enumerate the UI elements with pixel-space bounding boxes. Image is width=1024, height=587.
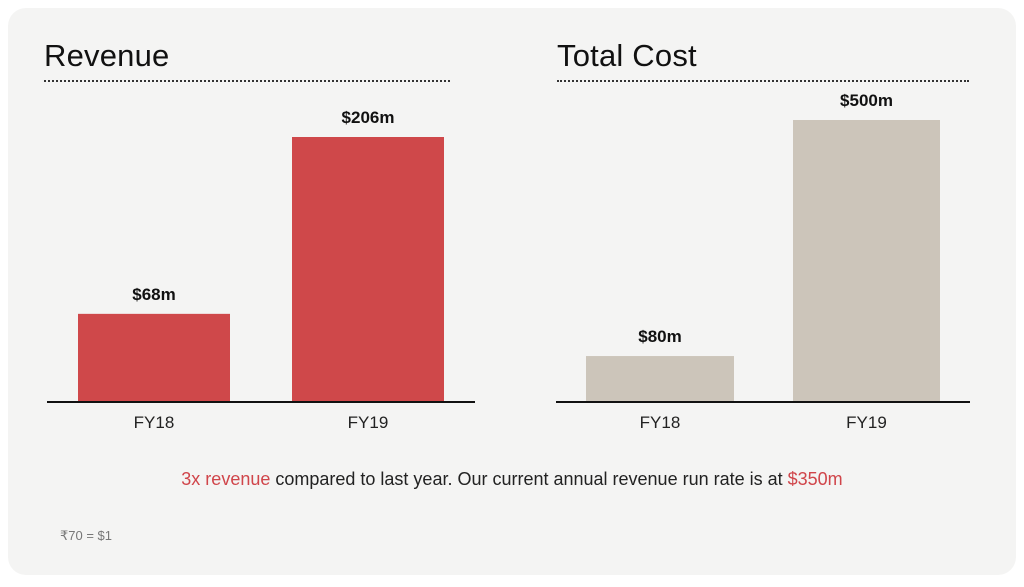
revenue-title-rule <box>44 80 450 82</box>
cost-title-rule <box>557 80 969 82</box>
cost-bar-fy19 <box>793 120 940 401</box>
caption-text: compared to last year. Our current annua… <box>270 469 788 489</box>
caption-highlight-growth: 3x revenue <box>181 469 271 489</box>
revenue-tick-label-fy18: FY18 <box>134 413 175 432</box>
revenue-tick-label-fy19: FY19 <box>348 413 389 432</box>
caption-highlight-run-rate: $350m <box>787 469 843 489</box>
cost-tick-label-fy19: FY19 <box>846 413 887 432</box>
revenue-data-label-fy18: $68m <box>132 285 175 304</box>
revenue-bar-fy18 <box>78 313 230 401</box>
currency-footnote: ₹70 = $1 <box>60 528 113 543</box>
cost-bar-fy18 <box>586 356 734 401</box>
cost-tick-label-fy18: FY18 <box>640 413 681 432</box>
cost-data-label-fy19: $500m <box>840 91 893 110</box>
cost-chart-title: Total Cost <box>557 38 697 73</box>
summary-caption: 3x revenue compared to last year. Our cu… <box>0 469 1024 490</box>
revenue-data-label-fy19: $206m <box>342 108 395 127</box>
cost-data-label-fy18: $80m <box>638 327 681 346</box>
revenue-bar-fy19 <box>292 137 444 401</box>
revenue-chart-title: Revenue <box>44 38 170 73</box>
